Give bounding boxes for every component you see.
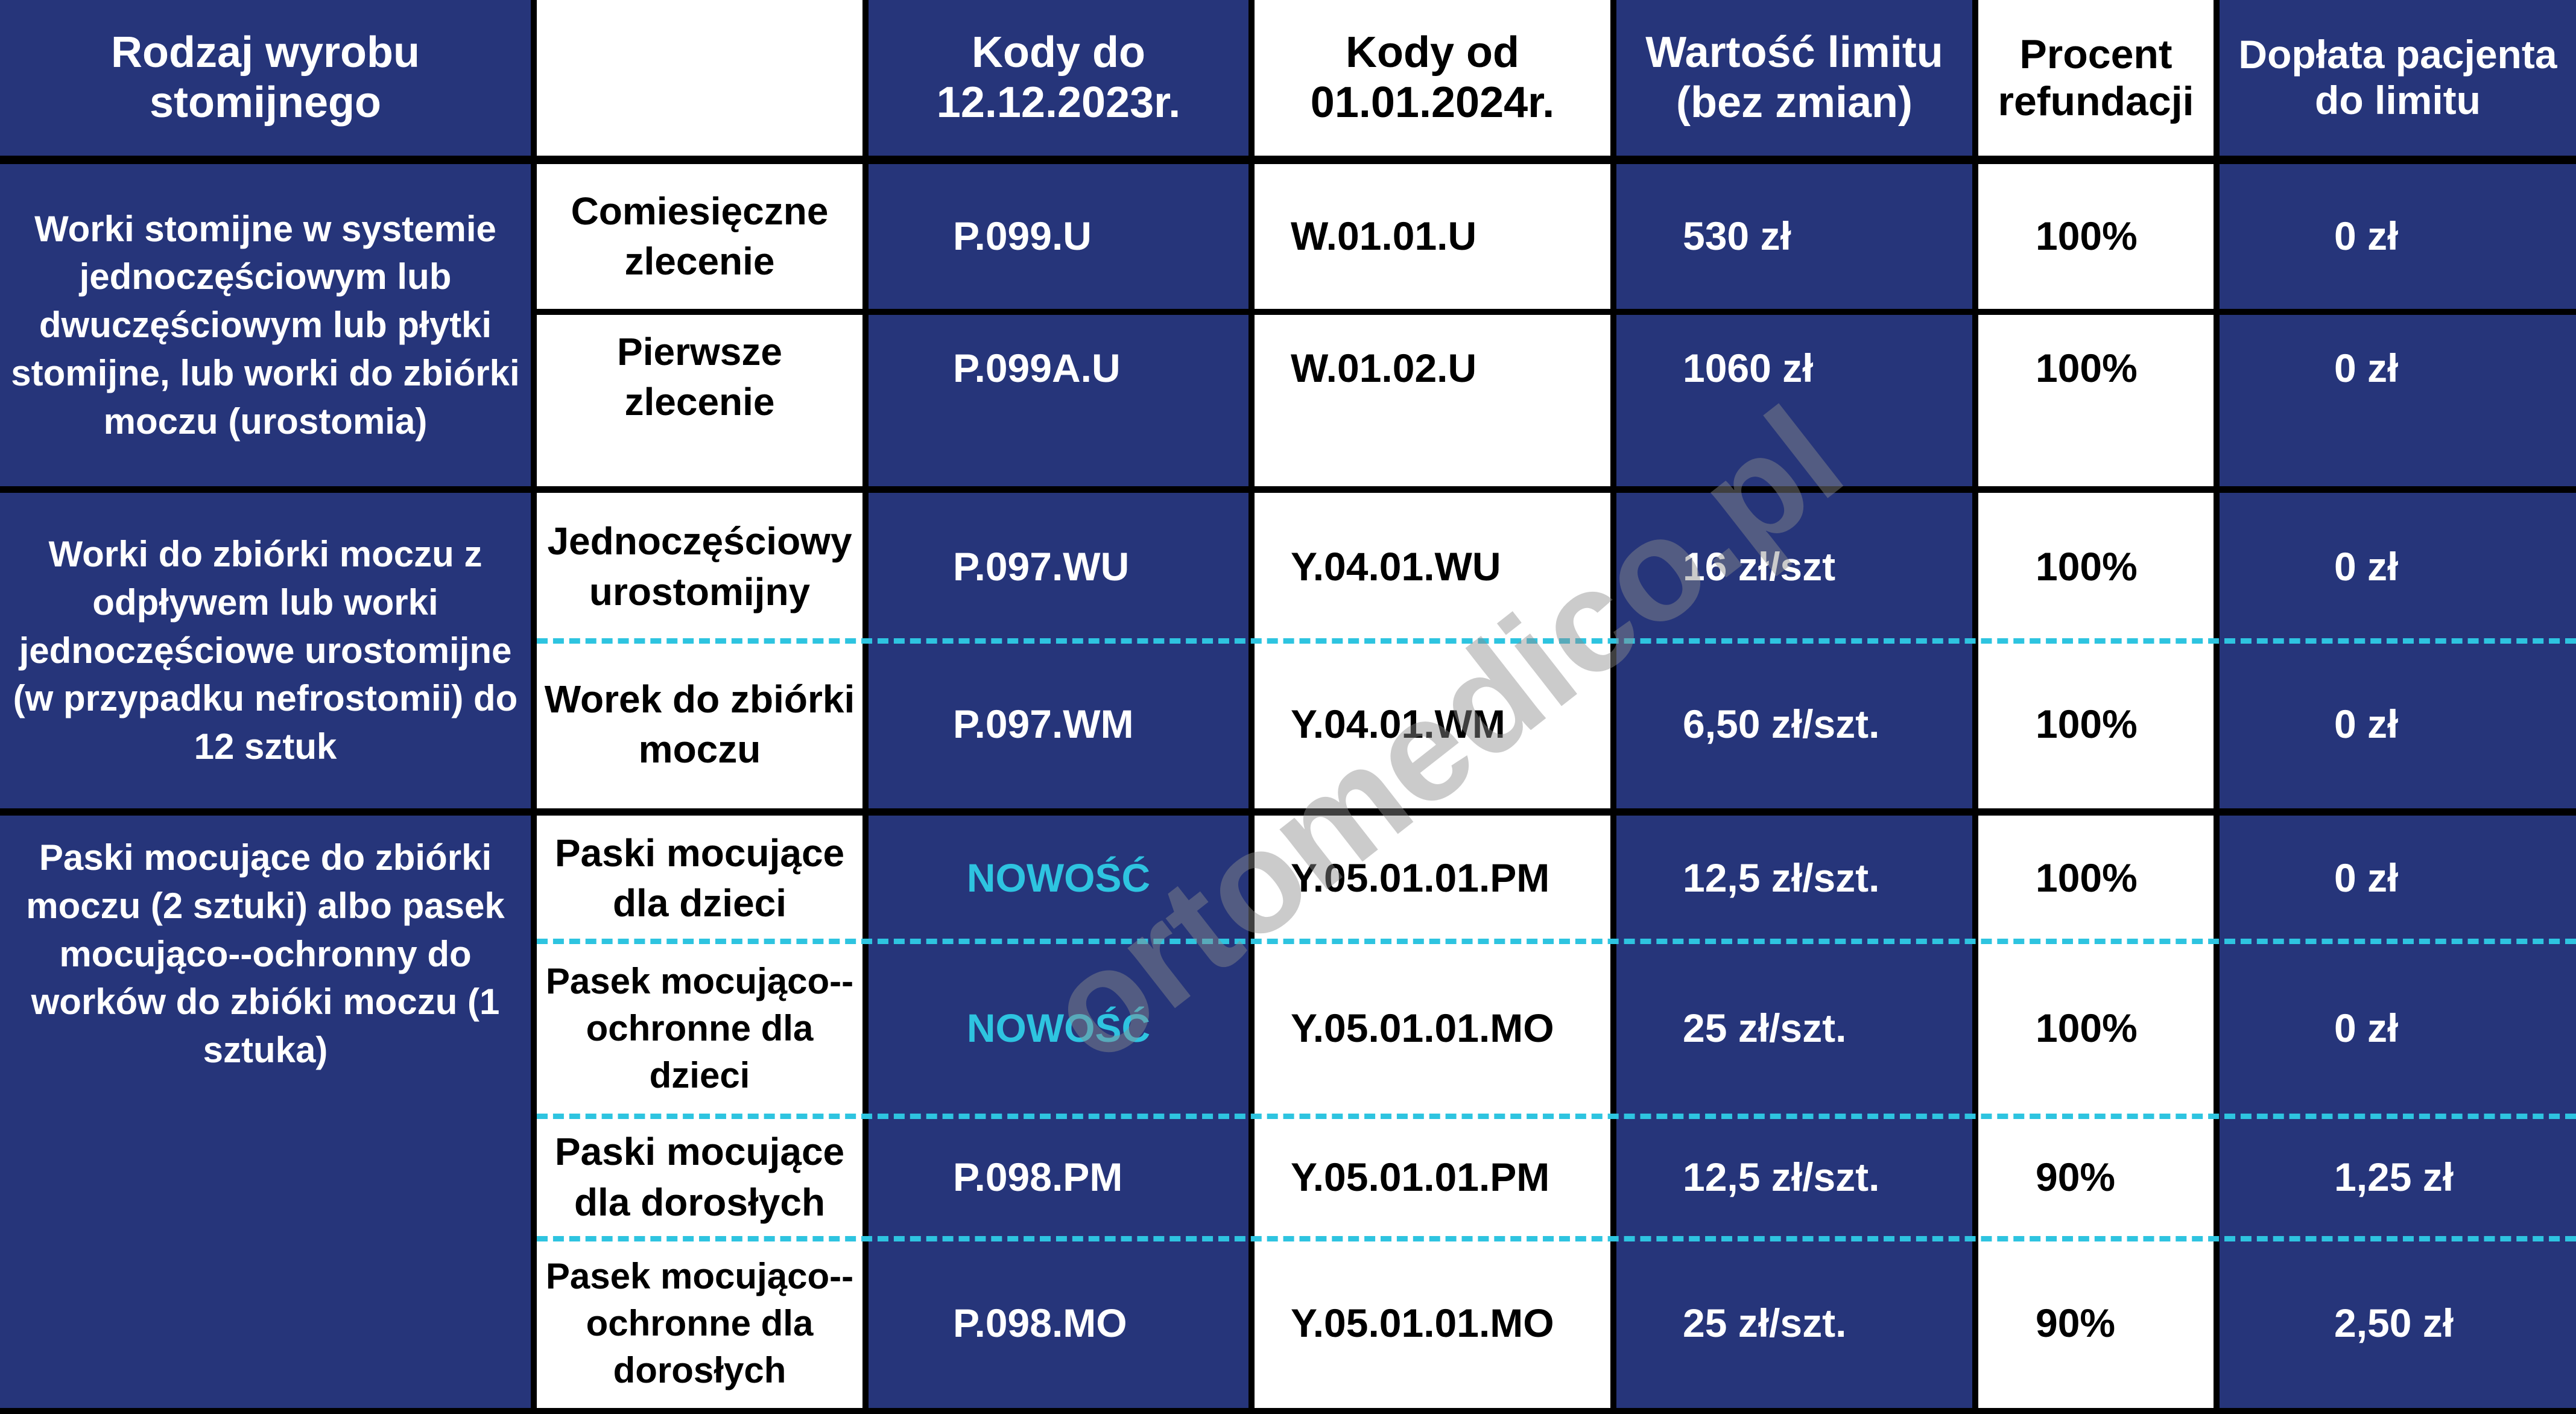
group-cell: Worki do zbiórki moczu z odpływem lub wo… [0,493,531,808]
header-old-codes-label: Kody do 12.12.2023r. [936,28,1181,127]
table-row-sub: Worek do zbiórki moczu [537,641,862,808]
new-code: W.01.02.U [1255,315,1610,486]
dashed-divider [537,1114,2576,1119]
group-label: Paski mocujące do zbiórki moczu (2 sztuk… [26,837,505,1071]
header-new-codes: Kody od 01.01.2024r. [1255,0,1610,156]
table-row-sub: Pierwsze zlecenie [537,315,862,486]
refund-percent: 90% [1978,1238,2214,1408]
table-row-sub: Paski mocujące dla dzieci [537,816,862,941]
new-code: Y.05.01.01.MO [1255,1238,1610,1408]
limit-value: 16 zł/szt [1616,493,1972,641]
group-label: Worki stomijne w systemie jednoczęściowy… [11,208,520,442]
table-row-sub: Jednoczęściowy urostomijny [537,493,862,641]
copay-value: 0 zł [2220,164,2576,309]
header-sub [537,0,862,156]
new-code: Y.04.01.WU [1255,493,1610,641]
refund-percent: 100% [1978,816,2214,941]
copay-value: 0 zł [2220,493,2576,641]
refund-percent: 100% [1978,941,2214,1116]
header-new-codes-label: Kody od 01.01.2024r. [1310,28,1555,127]
group-cell: Paski mocujące do zbiórki moczu (2 sztuk… [0,816,531,1408]
dashed-divider [537,939,2576,944]
limit-value: 25 zł/szt. [1616,941,1972,1116]
header-old-codes: Kody do 12.12.2023r. [869,0,1248,156]
limit-value: 6,50 zł/szt. [1616,641,1972,808]
dashed-divider [537,638,2576,644]
limit-value: 12,5 zł/szt. [1616,1116,1972,1238]
copay-value: 0 zł [2220,816,2576,941]
table-row-sub: Paski mocujące dla dorosłych [537,1116,862,1238]
old-code: P.098.PM [869,1116,1248,1238]
limit-value: 530 zł [1616,164,1972,309]
copay-value: 2,50 zł [2220,1238,2576,1408]
group-cell: Worki stomijne w systemie jednoczęściowy… [0,164,531,486]
new-code: Y.04.01.WM [1255,641,1610,808]
new-code: Y.05.01.01.PM [1255,816,1610,941]
header-copay: Dopłata pacjenta do limitu [2220,0,2576,156]
copay-value: 0 zł [2220,941,2576,1116]
old-code: P.098.MO [869,1238,1248,1408]
old-code: P.097.WU [869,493,1248,641]
header-limit: Wartość limitu (bez zmian) [1616,0,1972,156]
header-type: Rodzaj wyrobu stomijnego [0,0,531,156]
refund-percent: 100% [1978,315,2214,486]
header-copay-label: Dopłata pacjenta do limitu [2238,32,2557,122]
old-code: P.099.U [869,164,1248,309]
header-limit-label: Wartość limitu (bez zmian) [1645,28,1943,127]
table-row-sub: Comiesięczne zlecenie [537,164,862,309]
limit-value: 1060 zł [1616,315,1972,486]
refund-percent: 100% [1978,493,2214,641]
copay-value: 1,25 zł [2220,1116,2576,1238]
new-badge: NOWOŚĆ [869,941,1248,1116]
limit-value: 12,5 zł/szt. [1616,816,1972,941]
limit-value: 25 zł/szt. [1616,1238,1972,1408]
refund-percent: 100% [1978,641,2214,808]
dashed-divider [537,1236,2576,1241]
refund-percent: 100% [1978,164,2214,309]
header-percent-label: Procent refundacji [1998,31,2194,124]
table-row-sub: Pasek mocująco--ochronne dla dorosłych [537,1238,862,1408]
header-type-label: Rodzaj wyrobu stomijnego [110,28,420,127]
new-code: Y.05.01.01.MO [1255,941,1610,1116]
old-code: P.097.WM [869,641,1248,808]
old-code: P.099A.U [869,315,1248,486]
group-label: Worki do zbiórki moczu z odpływem lub wo… [13,534,518,767]
header-percent: Procent refundacji [1978,0,2214,156]
copay-value: 0 zł [2220,641,2576,808]
new-code: W.01.01.U [1255,164,1610,309]
refund-percent: 90% [1978,1116,2214,1238]
copay-value: 0 zł [2220,315,2576,486]
table-row-sub: Pasek mocująco--ochronne dla dzieci [537,941,862,1116]
new-code: Y.05.01.01.PM [1255,1116,1610,1238]
new-badge: NOWOŚĆ [869,816,1248,941]
